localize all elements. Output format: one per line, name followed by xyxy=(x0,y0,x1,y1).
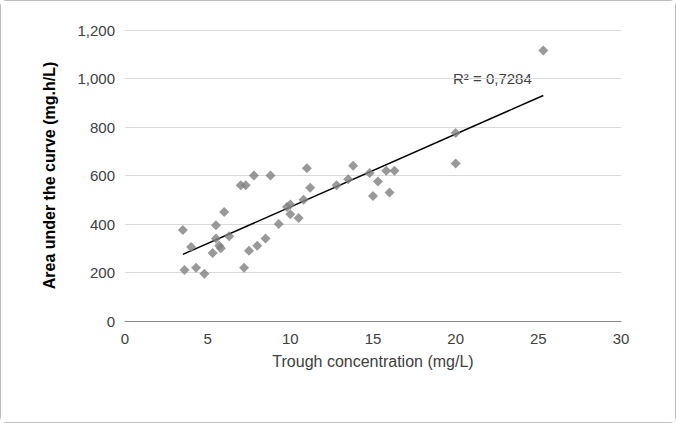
svg-text:20: 20 xyxy=(447,330,464,347)
svg-text:15: 15 xyxy=(365,330,382,347)
svg-text:400: 400 xyxy=(90,216,115,233)
svg-text:5: 5 xyxy=(203,330,211,347)
svg-text:30: 30 xyxy=(613,330,630,347)
svg-text:1,000: 1,000 xyxy=(77,70,115,87)
svg-text:Trough concentration (mg/L): Trough concentration (mg/L) xyxy=(272,353,473,370)
svg-text:1,200: 1,200 xyxy=(77,22,115,39)
svg-text:200: 200 xyxy=(90,264,115,281)
svg-text:25: 25 xyxy=(530,330,547,347)
svg-text:Area under the curve (mg.h/L): Area under the curve (mg.h/L) xyxy=(41,62,58,290)
svg-text:R² = 0,7284: R² = 0,7284 xyxy=(453,70,532,87)
svg-text:600: 600 xyxy=(90,167,115,184)
svg-text:10: 10 xyxy=(282,330,299,347)
svg-text:0: 0 xyxy=(121,330,129,347)
svg-text:0: 0 xyxy=(107,313,115,330)
svg-text:800: 800 xyxy=(90,119,115,136)
